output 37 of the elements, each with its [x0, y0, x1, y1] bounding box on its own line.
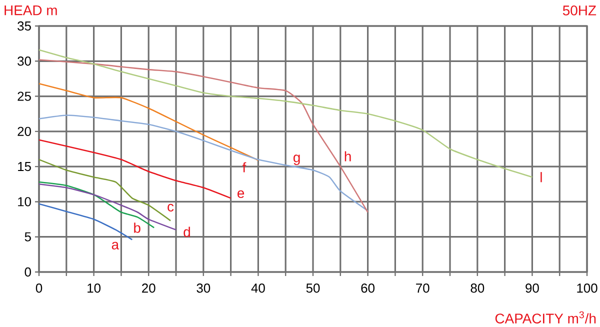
- y-tick-label: 15: [18, 162, 31, 172]
- y-tick-label: 10: [18, 197, 31, 206]
- y-tick-label: 20: [18, 126, 31, 136]
- line-series: [38, 114, 368, 212]
- x-tick-label: 60: [361, 284, 375, 293]
- series-label: b: [134, 222, 140, 233]
- series-label: d: [184, 226, 190, 237]
- line-series: [38, 59, 368, 213]
- x-tick-label: 10: [88, 284, 101, 293]
- text: 50HZ: [562, 6, 596, 16]
- line-series: [38, 158, 172, 222]
- x-tick-label: 30: [196, 284, 210, 293]
- line-series: [38, 139, 232, 199]
- y-tick-label: 30: [18, 56, 31, 66]
- x-tick-label: 100: [577, 284, 598, 293]
- x-tick-label: 50: [306, 284, 320, 293]
- line-series: [38, 82, 259, 161]
- line-series: [38, 49, 533, 178]
- x-tick-label: 20: [142, 284, 156, 293]
- series-label: e: [238, 190, 244, 198]
- y-tick-label: 5: [24, 232, 31, 242]
- series-label: g: [294, 154, 300, 166]
- x-tick-label: 90: [526, 284, 539, 293]
- y-tick-label: 0: [24, 267, 31, 277]
- x-axis-title: CAPACITY m$^{3}$/h: [495, 311, 596, 324]
- series-label: l: [540, 172, 542, 182]
- x-tick-label: 0: [36, 284, 42, 293]
- x-tick-label: 80: [470, 284, 484, 293]
- line-series: [38, 203, 133, 240]
- series-label: c: [168, 204, 174, 212]
- y-tick-label: 25: [18, 92, 31, 101]
- y-axis-title: HEAD m: [4, 6, 57, 16]
- series-label: h: [344, 151, 351, 162]
- x-tick-label: 40: [251, 284, 265, 293]
- series-label: a: [112, 242, 120, 250]
- y-tick-label: 35: [18, 21, 31, 31]
- x-tick-label: 70: [416, 284, 430, 293]
